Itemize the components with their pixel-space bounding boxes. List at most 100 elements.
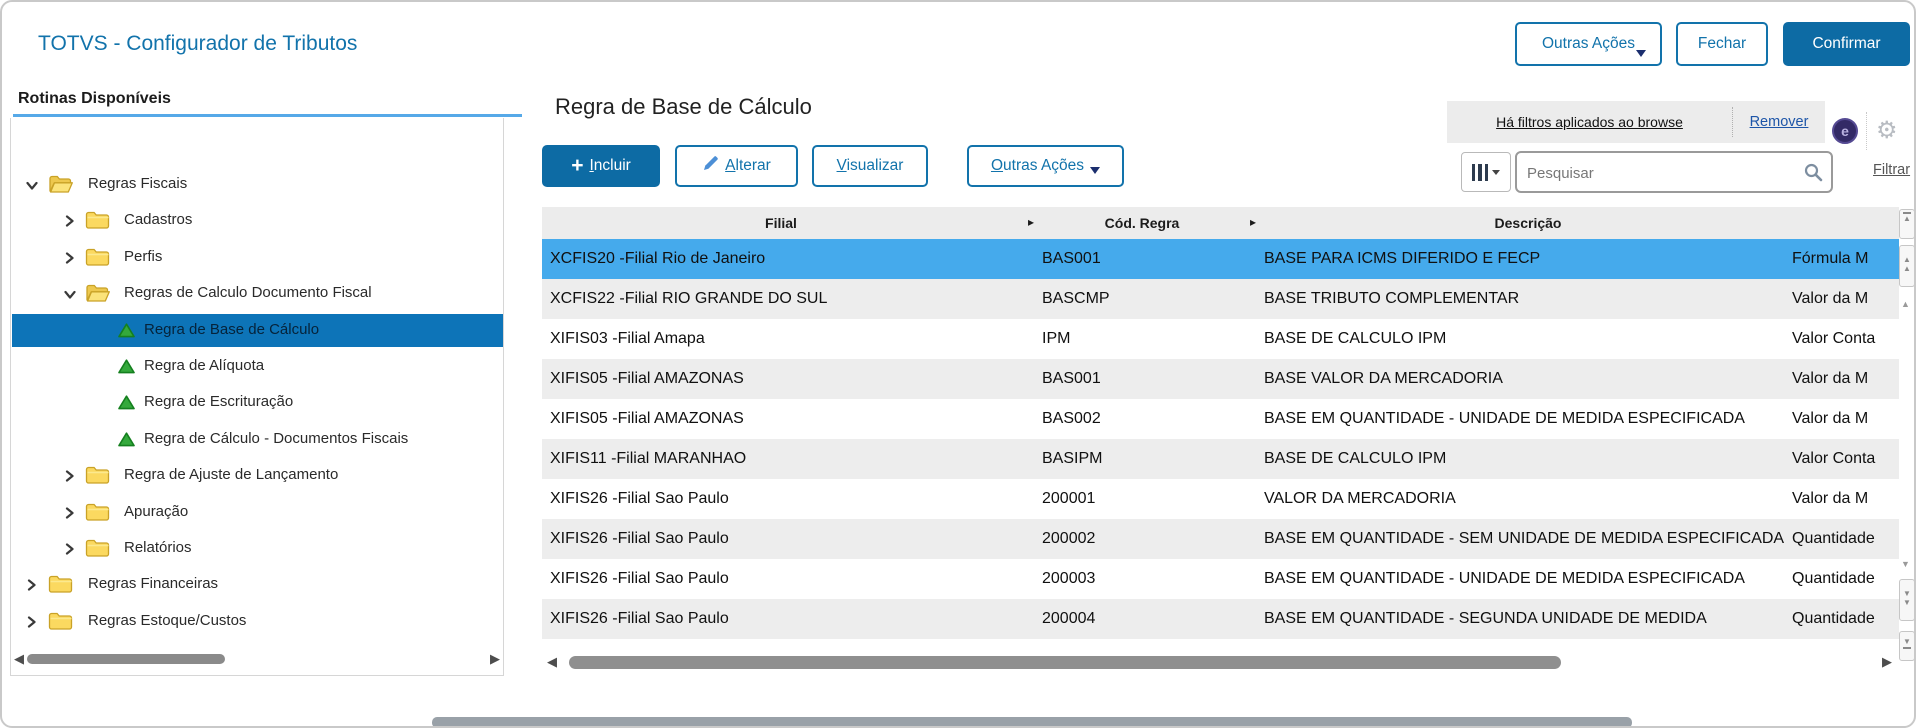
table-row-IPM[interactable]: XIFIS03 -Filial Amapa IPM BASE DE CALCULO … xyxy=(542,319,1899,359)
tree-item-relatorios[interactable]: Relatórios xyxy=(12,532,503,565)
scroll-to-bottom-button[interactable]: ▼ xyxy=(1899,631,1914,661)
cell-tipo: Valor da M xyxy=(1792,290,1869,307)
gear-icon[interactable]: ⚙ xyxy=(1876,117,1898,144)
table-row-BAS001[interactable]: XCFIS20 -Filial Rio de Janeiro BAS001 BASE… xyxy=(542,239,1899,279)
table-scrollbar-thumb[interactable] xyxy=(569,656,1561,669)
tree-item-regra-de-ajuste-de-lancamento[interactable]: Regra de Ajuste de Lançamento xyxy=(12,459,503,492)
scroll-to-top-button[interactable]: ▲ xyxy=(1899,209,1914,239)
outras-acoes-button[interactable]: Outras Ações xyxy=(967,145,1124,187)
rule-icon xyxy=(118,395,135,415)
alterar-button[interactable]: Alterar xyxy=(675,145,798,187)
page-title: TOTVS - Configurador de Tributos xyxy=(38,32,358,55)
totvs-e-badge-icon[interactable]: e xyxy=(1832,118,1858,144)
search-box xyxy=(1515,151,1833,193)
tree-item-regra-de-escrituracao[interactable]: Regra de Escrituração xyxy=(12,386,503,419)
plus-icon: + xyxy=(571,154,584,177)
filter-bar-divider xyxy=(1732,107,1733,137)
cell-descricao: BASE EM QUANTIDADE - UNIDADE DE MEDIDA E… xyxy=(1264,570,1745,587)
tree-item-regras-financeiras[interactable]: Regras Financeiras xyxy=(12,568,503,601)
table-row-200001[interactable]: XIFIS26 -Filial Sao Paulo 200001 VALOR DA … xyxy=(542,479,1899,519)
tree-item-label: Regras Fiscais xyxy=(88,175,188,192)
incluir-button[interactable]: + Incluir xyxy=(542,145,660,187)
table-row-BASCMP[interactable]: XCFIS22 -Filial RIO GRANDE DO SUL BASCMP B… xyxy=(542,279,1899,319)
cell-tipo: Quantidade xyxy=(1792,610,1875,627)
chevron-down-icon[interactable] xyxy=(64,287,76,305)
cell-cod-regra: BASCMP xyxy=(1042,290,1110,307)
scroll-left-icon[interactable]: ◀ xyxy=(14,651,24,666)
column-header-descricao[interactable]: Descrição xyxy=(1494,215,1562,231)
column-header-filial[interactable]: Filial xyxy=(765,215,797,231)
incluir-label: Incluir xyxy=(589,157,631,174)
cell-cod-regra: 200002 xyxy=(1042,530,1096,547)
chevron-right-icon[interactable] xyxy=(26,615,37,633)
tree-item-regra-de-base-de-calculo[interactable]: Regra de Base de Cálculo xyxy=(12,313,503,347)
tree-item-regra-de-calculo-documentos-fiscais[interactable]: Regra de Cálculo - Documentos Fiscais xyxy=(12,423,503,456)
cell-descricao: BASE VALOR DA MERCADORIA xyxy=(1264,370,1503,387)
scroll-right-icon[interactable]: ▶ xyxy=(490,651,500,666)
chevron-down-icon xyxy=(1492,169,1501,175)
table-row-BAS002[interactable]: XIFIS05 -Filial AMAZONAS BAS002 BASE EM QU… xyxy=(542,399,1899,439)
tree-item-label: Regras de Calculo Documento Fiscal xyxy=(124,284,372,302)
table-horizontal-scrollbar: ◀ ▶ xyxy=(547,652,1892,672)
column-sort-icon[interactable]: ▸ xyxy=(1027,215,1035,229)
cell-tipo: Valor da M xyxy=(1792,490,1869,507)
column-config-button[interactable] xyxy=(1461,152,1511,192)
cell-tipo: Valor da M xyxy=(1792,410,1869,427)
chevron-right-icon[interactable] xyxy=(64,469,75,487)
column-header-cod-regra[interactable]: Cód. Regra xyxy=(1104,215,1180,231)
chevron-right-icon[interactable] xyxy=(64,506,75,524)
line-up-icon[interactable]: ▲ xyxy=(1901,299,1910,309)
table-row-BAS001[interactable]: XIFIS05 -Filial AMAZONAS BAS001 BASE VALOR… xyxy=(542,359,1899,399)
cell-tipo: Fórmula M xyxy=(1792,250,1869,267)
tree-item-perfis[interactable]: Perfis xyxy=(12,241,503,274)
line-down-icon[interactable]: ▼ xyxy=(1901,559,1910,569)
chevron-down-icon xyxy=(1090,167,1101,174)
filtrar-link[interactable]: Filtrar xyxy=(1873,162,1911,178)
chevron-right-icon[interactable] xyxy=(26,578,37,596)
scroll-right-icon[interactable]: ▶ xyxy=(1882,654,1892,669)
cell-filial: XIFIS05 -Filial AMAZONAS xyxy=(550,370,744,387)
filter-applied-bar: Há filtros aplicados ao browse Remover xyxy=(1447,101,1825,143)
table-row-200002[interactable]: XIFIS26 -Filial Sao Paulo 200002 BASE EM Q… xyxy=(542,519,1899,559)
tree-scrollbar-thumb[interactable] xyxy=(27,654,225,664)
scroll-left-icon[interactable]: ◀ xyxy=(547,654,557,669)
confirmar-button[interactable]: Confirmar xyxy=(1783,22,1910,66)
folder-icon xyxy=(48,611,73,636)
table-row-BASIPM[interactable]: XIFIS11 -Filial MARANHAO BASIPM BASE DE CA… xyxy=(542,439,1899,479)
cell-filial: XCFIS22 -Filial RIO GRANDE DO SUL xyxy=(550,290,828,307)
chevron-right-icon[interactable] xyxy=(64,251,75,269)
tree-item-cadastros[interactable]: Cadastros xyxy=(12,204,503,237)
chevron-right-icon[interactable] xyxy=(64,214,75,232)
column-sort-icon[interactable]: ▸ xyxy=(1249,215,1257,229)
header-dotted-divider xyxy=(1866,112,1867,150)
tree-item-apuracao[interactable]: Apuração xyxy=(12,496,503,529)
tree-item-label: Regra de Ajuste de Lançamento xyxy=(124,466,339,484)
window-bottom-scrollbar[interactable] xyxy=(432,717,1632,726)
tree-item-regras-fiscais[interactable]: Regras Fiscais xyxy=(12,168,503,201)
chevron-right-icon[interactable] xyxy=(64,542,75,560)
visualizar-button[interactable]: Visualizar xyxy=(812,145,928,187)
tree-item-regras-de-calculo-documento-fiscal[interactable]: Regras de Calculo Documento Fiscal xyxy=(12,277,503,310)
remove-filter-link[interactable]: Remover xyxy=(1749,114,1809,130)
cell-cod-regra: BASIPM xyxy=(1042,450,1103,467)
page-down-button[interactable]: ▼ ▼ xyxy=(1899,579,1914,621)
tree-item-regra-de-aliquota[interactable]: Regra de Alíquota xyxy=(12,350,503,383)
fechar-label: Fechar xyxy=(1697,35,1747,52)
heading-underline xyxy=(13,114,522,117)
page-up-button[interactable]: ▲ ▲ xyxy=(1899,245,1914,287)
fechar-button[interactable]: Fechar xyxy=(1676,22,1768,66)
chevron-down-icon[interactable] xyxy=(26,178,38,196)
header-outras-acoes-button[interactable]: Outras Ações xyxy=(1515,22,1662,66)
search-icon[interactable] xyxy=(1803,162,1823,187)
table-row-200003[interactable]: XIFIS26 -Filial Sao Paulo 200003 BASE EM Q… xyxy=(542,559,1899,599)
search-input[interactable] xyxy=(1525,155,1799,191)
cell-cod-regra: 200001 xyxy=(1042,490,1096,507)
folder-icon xyxy=(85,465,110,490)
filter-applied-message[interactable]: Há filtros aplicados ao browse xyxy=(1496,114,1683,130)
table-vertical-scrollbar: ▲ ▲ ▲ ▲ ▼ ▼ ▼ ▼ xyxy=(1899,207,1914,667)
tree-item-regras-estoque-custos[interactable]: Regras Estoque/Custos xyxy=(12,605,503,638)
folder-open-icon xyxy=(48,174,74,199)
cell-descricao: BASE DE CALCULO IPM xyxy=(1264,450,1447,467)
table-row-200004[interactable]: XIFIS26 -Filial Sao Paulo 200004 BASE EM Q… xyxy=(542,599,1899,639)
